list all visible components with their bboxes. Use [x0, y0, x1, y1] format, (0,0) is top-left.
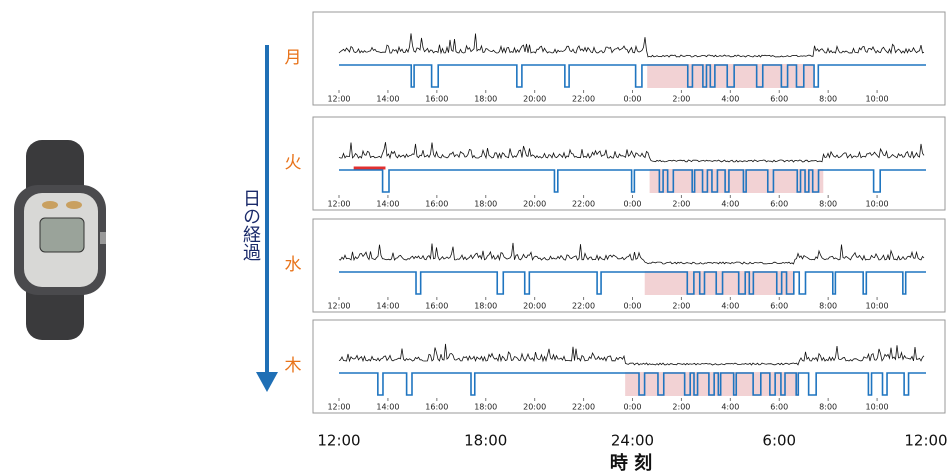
- activity-trace: [338, 343, 925, 366]
- x-tick-label: 16:00: [425, 95, 448, 104]
- activity-trace: [338, 33, 925, 58]
- panel-frame: [312, 116, 946, 211]
- arrow-head: [256, 372, 278, 392]
- x-axis-label: 時 刻: [610, 452, 652, 474]
- x-tick-label: 4:00: [721, 302, 739, 311]
- day-label: 木: [285, 356, 302, 376]
- x-tick-label: 22:00: [572, 200, 595, 209]
- x-tick-label: 12:00: [904, 432, 947, 450]
- x-tick-label: 10:00: [866, 302, 889, 311]
- watch-image: [14, 140, 106, 340]
- x-tick-label: 22:00: [572, 302, 595, 311]
- state-line: [339, 64, 926, 88]
- x-tick-label: 16:00: [425, 200, 448, 209]
- state-line: [339, 271, 926, 295]
- sleep-period: [625, 372, 799, 396]
- panel-frame: [312, 11, 946, 106]
- x-tick-label: 8:00: [819, 95, 837, 104]
- x-tick-label: 6:00: [770, 403, 788, 412]
- x-tick-label: 14:00: [376, 95, 399, 104]
- day-label: 月: [285, 48, 302, 68]
- x-tick-label: 20:00: [523, 302, 546, 311]
- x-tick-label: 10:00: [866, 403, 889, 412]
- x-tick-label: 12:00: [327, 95, 350, 104]
- x-tick-label: 6:00: [762, 432, 796, 450]
- x-tick-label: 8:00: [819, 403, 837, 412]
- x-tick-label: 4:00: [721, 403, 739, 412]
- state-line: [339, 372, 926, 396]
- x-tick-label: 20:00: [523, 95, 546, 104]
- x-tick-label: 4:00: [721, 95, 739, 104]
- state-line: [339, 169, 926, 193]
- x-tick-label: 2:00: [672, 302, 690, 311]
- activity-trace: [338, 242, 925, 265]
- sleep-period: [644, 271, 794, 295]
- x-tick-label: 2:00: [672, 200, 690, 209]
- x-tick-label: 14:00: [376, 403, 399, 412]
- x-tick-label: 12:00: [327, 403, 350, 412]
- arrow-label: 日の経過: [240, 189, 261, 261]
- x-tick-label: 20:00: [523, 403, 546, 412]
- x-tick-label: 20:00: [523, 200, 546, 209]
- x-tick-label: 12:00: [327, 302, 350, 311]
- panel-frame: [312, 319, 946, 414]
- x-tick-label: 6:00: [770, 95, 788, 104]
- x-tick-label: 24:00: [611, 432, 654, 450]
- x-tick-label: 12:00: [317, 432, 360, 450]
- x-tick-label: 22:00: [572, 95, 595, 104]
- x-tick-label: 16:00: [425, 302, 448, 311]
- x-tick-label: 0:00: [624, 95, 642, 104]
- x-tick-label: 14:00: [376, 200, 399, 209]
- sleep-period: [647, 64, 814, 88]
- x-tick-label: 0:00: [624, 200, 642, 209]
- x-tick-label: 8:00: [819, 302, 837, 311]
- x-tick-label: 10:00: [866, 95, 889, 104]
- sleep-period: [649, 169, 824, 193]
- activity-trace: [338, 142, 925, 163]
- x-tick-label: 2:00: [672, 403, 690, 412]
- x-tick-label: 4:00: [721, 200, 739, 209]
- x-tick-label: 0:00: [624, 302, 642, 311]
- x-tick-label: 18:00: [474, 95, 497, 104]
- x-tick-label: 0:00: [624, 403, 642, 412]
- x-tick-label: 18:00: [474, 200, 497, 209]
- x-tick-label: 14:00: [376, 302, 399, 311]
- day-label: 火: [285, 153, 302, 173]
- x-tick-label: 16:00: [425, 403, 448, 412]
- x-tick-label: 8:00: [819, 200, 837, 209]
- panel-frame: [312, 218, 946, 313]
- x-tick-label: 10:00: [866, 200, 889, 209]
- x-tick-label: 18:00: [464, 432, 507, 450]
- x-tick-label: 6:00: [770, 302, 788, 311]
- day-label: 水: [285, 255, 302, 275]
- x-tick-label: 6:00: [770, 200, 788, 209]
- x-tick-label: 18:00: [474, 403, 497, 412]
- x-tick-label: 2:00: [672, 95, 690, 104]
- x-tick-label: 22:00: [572, 403, 595, 412]
- x-tick-label: 18:00: [474, 302, 497, 311]
- x-tick-label: 12:00: [327, 200, 350, 209]
